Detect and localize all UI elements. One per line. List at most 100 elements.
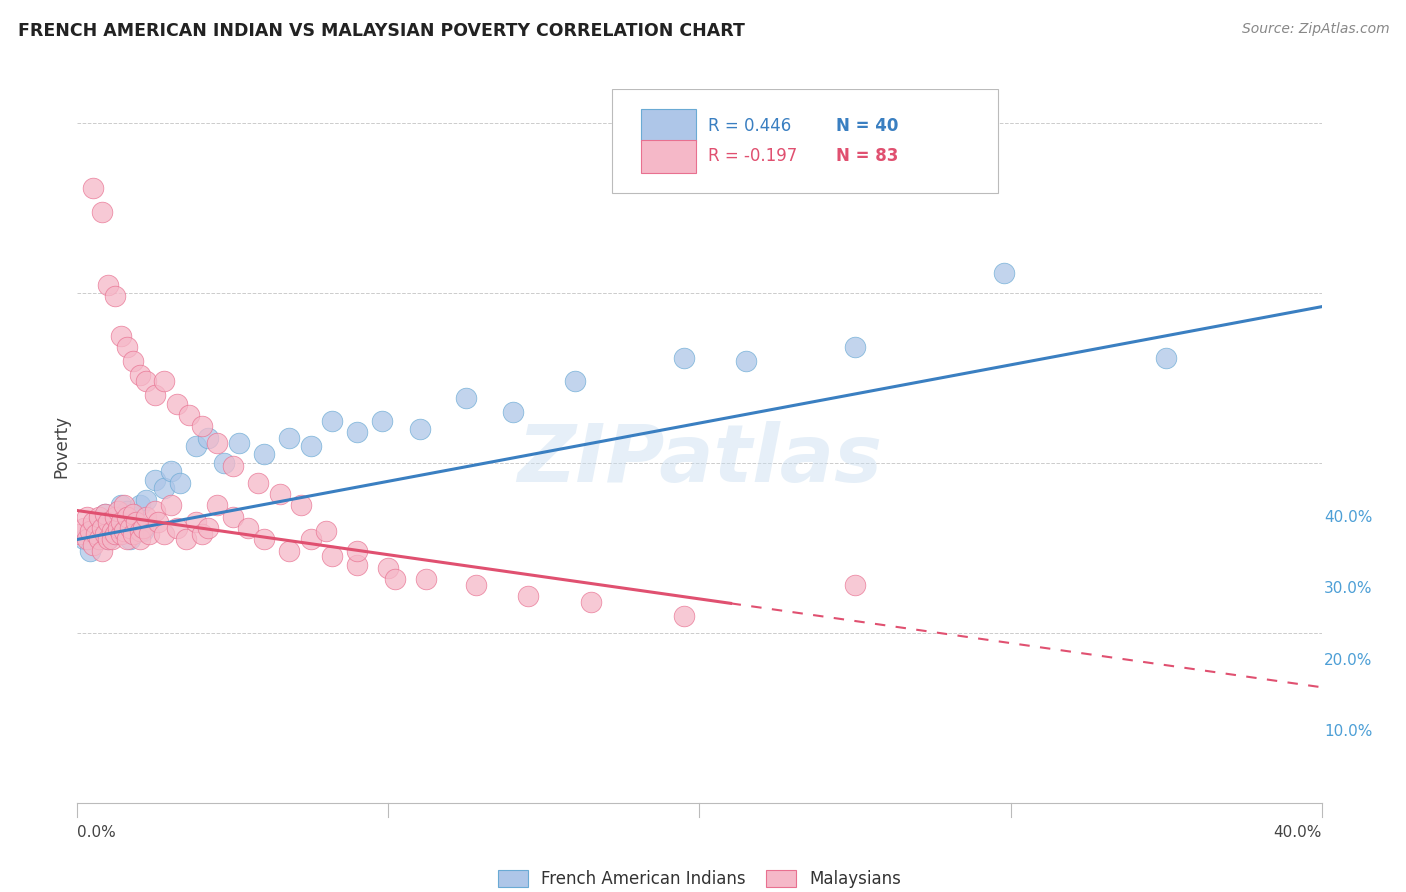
Point (346, 544, 368, 558)
Point (179, 409, 201, 423)
Point (197, 430, 219, 444)
Point (110, 328, 132, 343)
Point (115, 533, 138, 547)
Point (72, 520, 94, 534)
Point (97, 533, 120, 547)
Y-axis label: Poverty: Poverty (52, 415, 70, 477)
Point (91, 204, 114, 219)
Point (82, 180, 104, 194)
FancyBboxPatch shape (641, 109, 696, 142)
Text: R = 0.446: R = 0.446 (709, 117, 792, 135)
Point (110, 499, 132, 513)
Point (277, 430, 299, 444)
Point (246, 476, 269, 491)
Point (112, 519, 135, 533)
Point (97, 516, 120, 530)
Point (135, 375, 157, 389)
Point (464, 578, 486, 592)
Point (299, 439, 322, 453)
Point (135, 510, 157, 524)
Point (138, 527, 160, 541)
Point (238, 520, 260, 534)
Point (131, 520, 153, 534)
Point (100, 524, 122, 538)
Point (100, 533, 122, 547)
Point (94, 507, 117, 521)
Point (207, 435, 229, 450)
Point (143, 503, 166, 517)
Point (82, 516, 104, 530)
Text: N = 40: N = 40 (837, 117, 898, 135)
Point (110, 527, 132, 541)
Point (672, 608, 695, 623)
Text: 40.0%: 40.0% (1274, 825, 1322, 840)
Point (72, 533, 94, 547)
Point (112, 499, 135, 513)
Point (104, 510, 127, 524)
Point (122, 527, 145, 541)
Point (128, 524, 150, 538)
Point (128, 499, 150, 513)
Point (76, 533, 98, 547)
Point (159, 499, 181, 513)
Point (277, 544, 299, 558)
Point (253, 533, 276, 547)
Point (104, 289, 127, 303)
Point (120, 520, 142, 534)
Text: N = 83: N = 83 (837, 147, 898, 165)
Point (579, 595, 602, 609)
Point (321, 413, 343, 427)
Point (107, 503, 129, 517)
Point (110, 516, 132, 530)
Point (128, 368, 150, 382)
Point (76, 510, 98, 524)
Point (197, 520, 219, 534)
Point (207, 499, 229, 513)
Text: 30.0%: 30.0% (1324, 582, 1372, 596)
Point (346, 558, 368, 572)
Point (321, 549, 343, 564)
Point (122, 507, 145, 521)
Point (125, 516, 148, 530)
Point (290, 499, 312, 513)
Point (672, 351, 695, 365)
Point (112, 524, 135, 538)
Point (120, 533, 142, 547)
Point (97, 533, 120, 547)
Point (408, 422, 430, 436)
Point (94, 507, 117, 521)
Point (143, 388, 166, 402)
Point (94, 527, 117, 541)
Point (82, 537, 104, 551)
Point (91, 544, 114, 558)
FancyBboxPatch shape (613, 89, 998, 193)
Point (166, 520, 188, 534)
Point (115, 341, 138, 355)
Point (115, 503, 138, 517)
Point (166, 396, 188, 410)
Point (564, 375, 586, 389)
Point (100, 516, 122, 530)
Point (87, 533, 110, 547)
Point (844, 341, 866, 355)
FancyBboxPatch shape (641, 140, 696, 173)
Text: 0.0%: 0.0% (77, 825, 117, 840)
Point (517, 589, 540, 603)
Text: 10.0%: 10.0% (1324, 724, 1372, 739)
Point (115, 510, 138, 524)
Text: FRENCH AMERICAN INDIAN VS MALAYSIAN POVERTY CORRELATION CHART: FRENCH AMERICAN INDIAN VS MALAYSIAN POVE… (18, 22, 745, 40)
Point (91, 520, 114, 534)
Point (1154, 351, 1177, 365)
Point (415, 572, 437, 586)
Point (184, 439, 207, 453)
Text: 20.0%: 20.0% (1324, 653, 1372, 667)
Point (79, 524, 101, 538)
Point (384, 572, 406, 586)
Point (299, 533, 322, 547)
Point (153, 482, 176, 496)
Point (169, 476, 191, 491)
Point (97, 277, 120, 292)
Point (131, 524, 153, 538)
Point (104, 527, 127, 541)
Point (159, 465, 181, 479)
